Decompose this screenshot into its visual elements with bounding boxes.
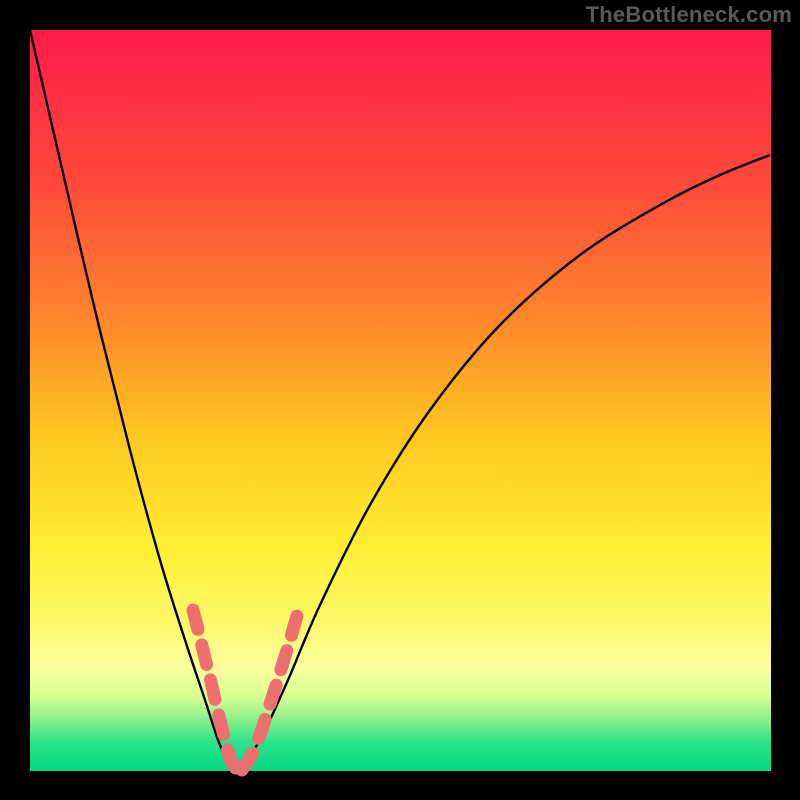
gradient-background [30,30,771,771]
bottleneck-chart [0,0,800,800]
chart-stage: TheBottleneck.com [0,0,800,800]
